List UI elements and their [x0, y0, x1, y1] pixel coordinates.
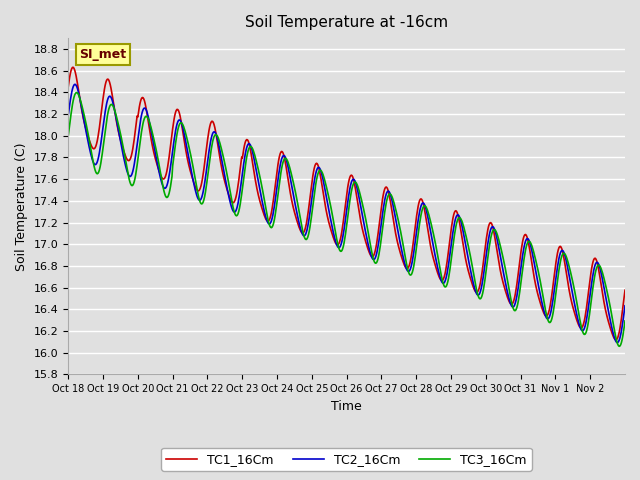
- TC2_16Cm: [260, 208, 268, 214]
- TC2_16Cm: [613, 340, 621, 346]
- TC1_16Cm: [233, 192, 241, 197]
- TC1_16Cm: [282, 159, 289, 165]
- TC3_16Cm: [64, 133, 72, 139]
- TC2_16Cm: [233, 206, 241, 212]
- TC1_16Cm: [612, 337, 620, 343]
- TC3_16Cm: [260, 196, 268, 202]
- Title: Soil Temperature at -16cm: Soil Temperature at -16cm: [245, 15, 448, 30]
- TC3_16Cm: [282, 156, 289, 161]
- TC3_16Cm: [436, 265, 444, 271]
- TC1_16Cm: [69, 64, 77, 70]
- Y-axis label: Soil Temperature (C): Soil Temperature (C): [15, 142, 28, 271]
- TC3_16Cm: [621, 318, 629, 324]
- TC3_16Cm: [131, 179, 138, 185]
- Line: TC1_16Cm: TC1_16Cm: [68, 67, 625, 340]
- TC3_16Cm: [405, 270, 413, 276]
- TC3_16Cm: [615, 343, 623, 349]
- Legend: TC1_16Cm, TC2_16Cm, TC3_16Cm: TC1_16Cm, TC2_16Cm, TC3_16Cm: [161, 448, 532, 471]
- Line: TC2_16Cm: TC2_16Cm: [68, 84, 625, 343]
- TC2_16Cm: [282, 154, 289, 160]
- TC2_16Cm: [64, 113, 72, 119]
- TC1_16Cm: [405, 264, 413, 270]
- Line: TC3_16Cm: TC3_16Cm: [68, 93, 625, 346]
- TC2_16Cm: [71, 82, 79, 87]
- TC3_16Cm: [73, 90, 81, 96]
- X-axis label: Time: Time: [332, 400, 362, 413]
- Text: SI_met: SI_met: [79, 48, 127, 61]
- TC3_16Cm: [233, 213, 241, 219]
- TC2_16Cm: [621, 303, 629, 309]
- TC2_16Cm: [436, 274, 444, 279]
- TC1_16Cm: [131, 136, 138, 142]
- TC1_16Cm: [64, 84, 72, 90]
- TC2_16Cm: [131, 162, 138, 168]
- TC1_16Cm: [621, 288, 629, 293]
- TC1_16Cm: [436, 276, 444, 281]
- TC2_16Cm: [405, 268, 413, 274]
- TC1_16Cm: [260, 212, 268, 218]
